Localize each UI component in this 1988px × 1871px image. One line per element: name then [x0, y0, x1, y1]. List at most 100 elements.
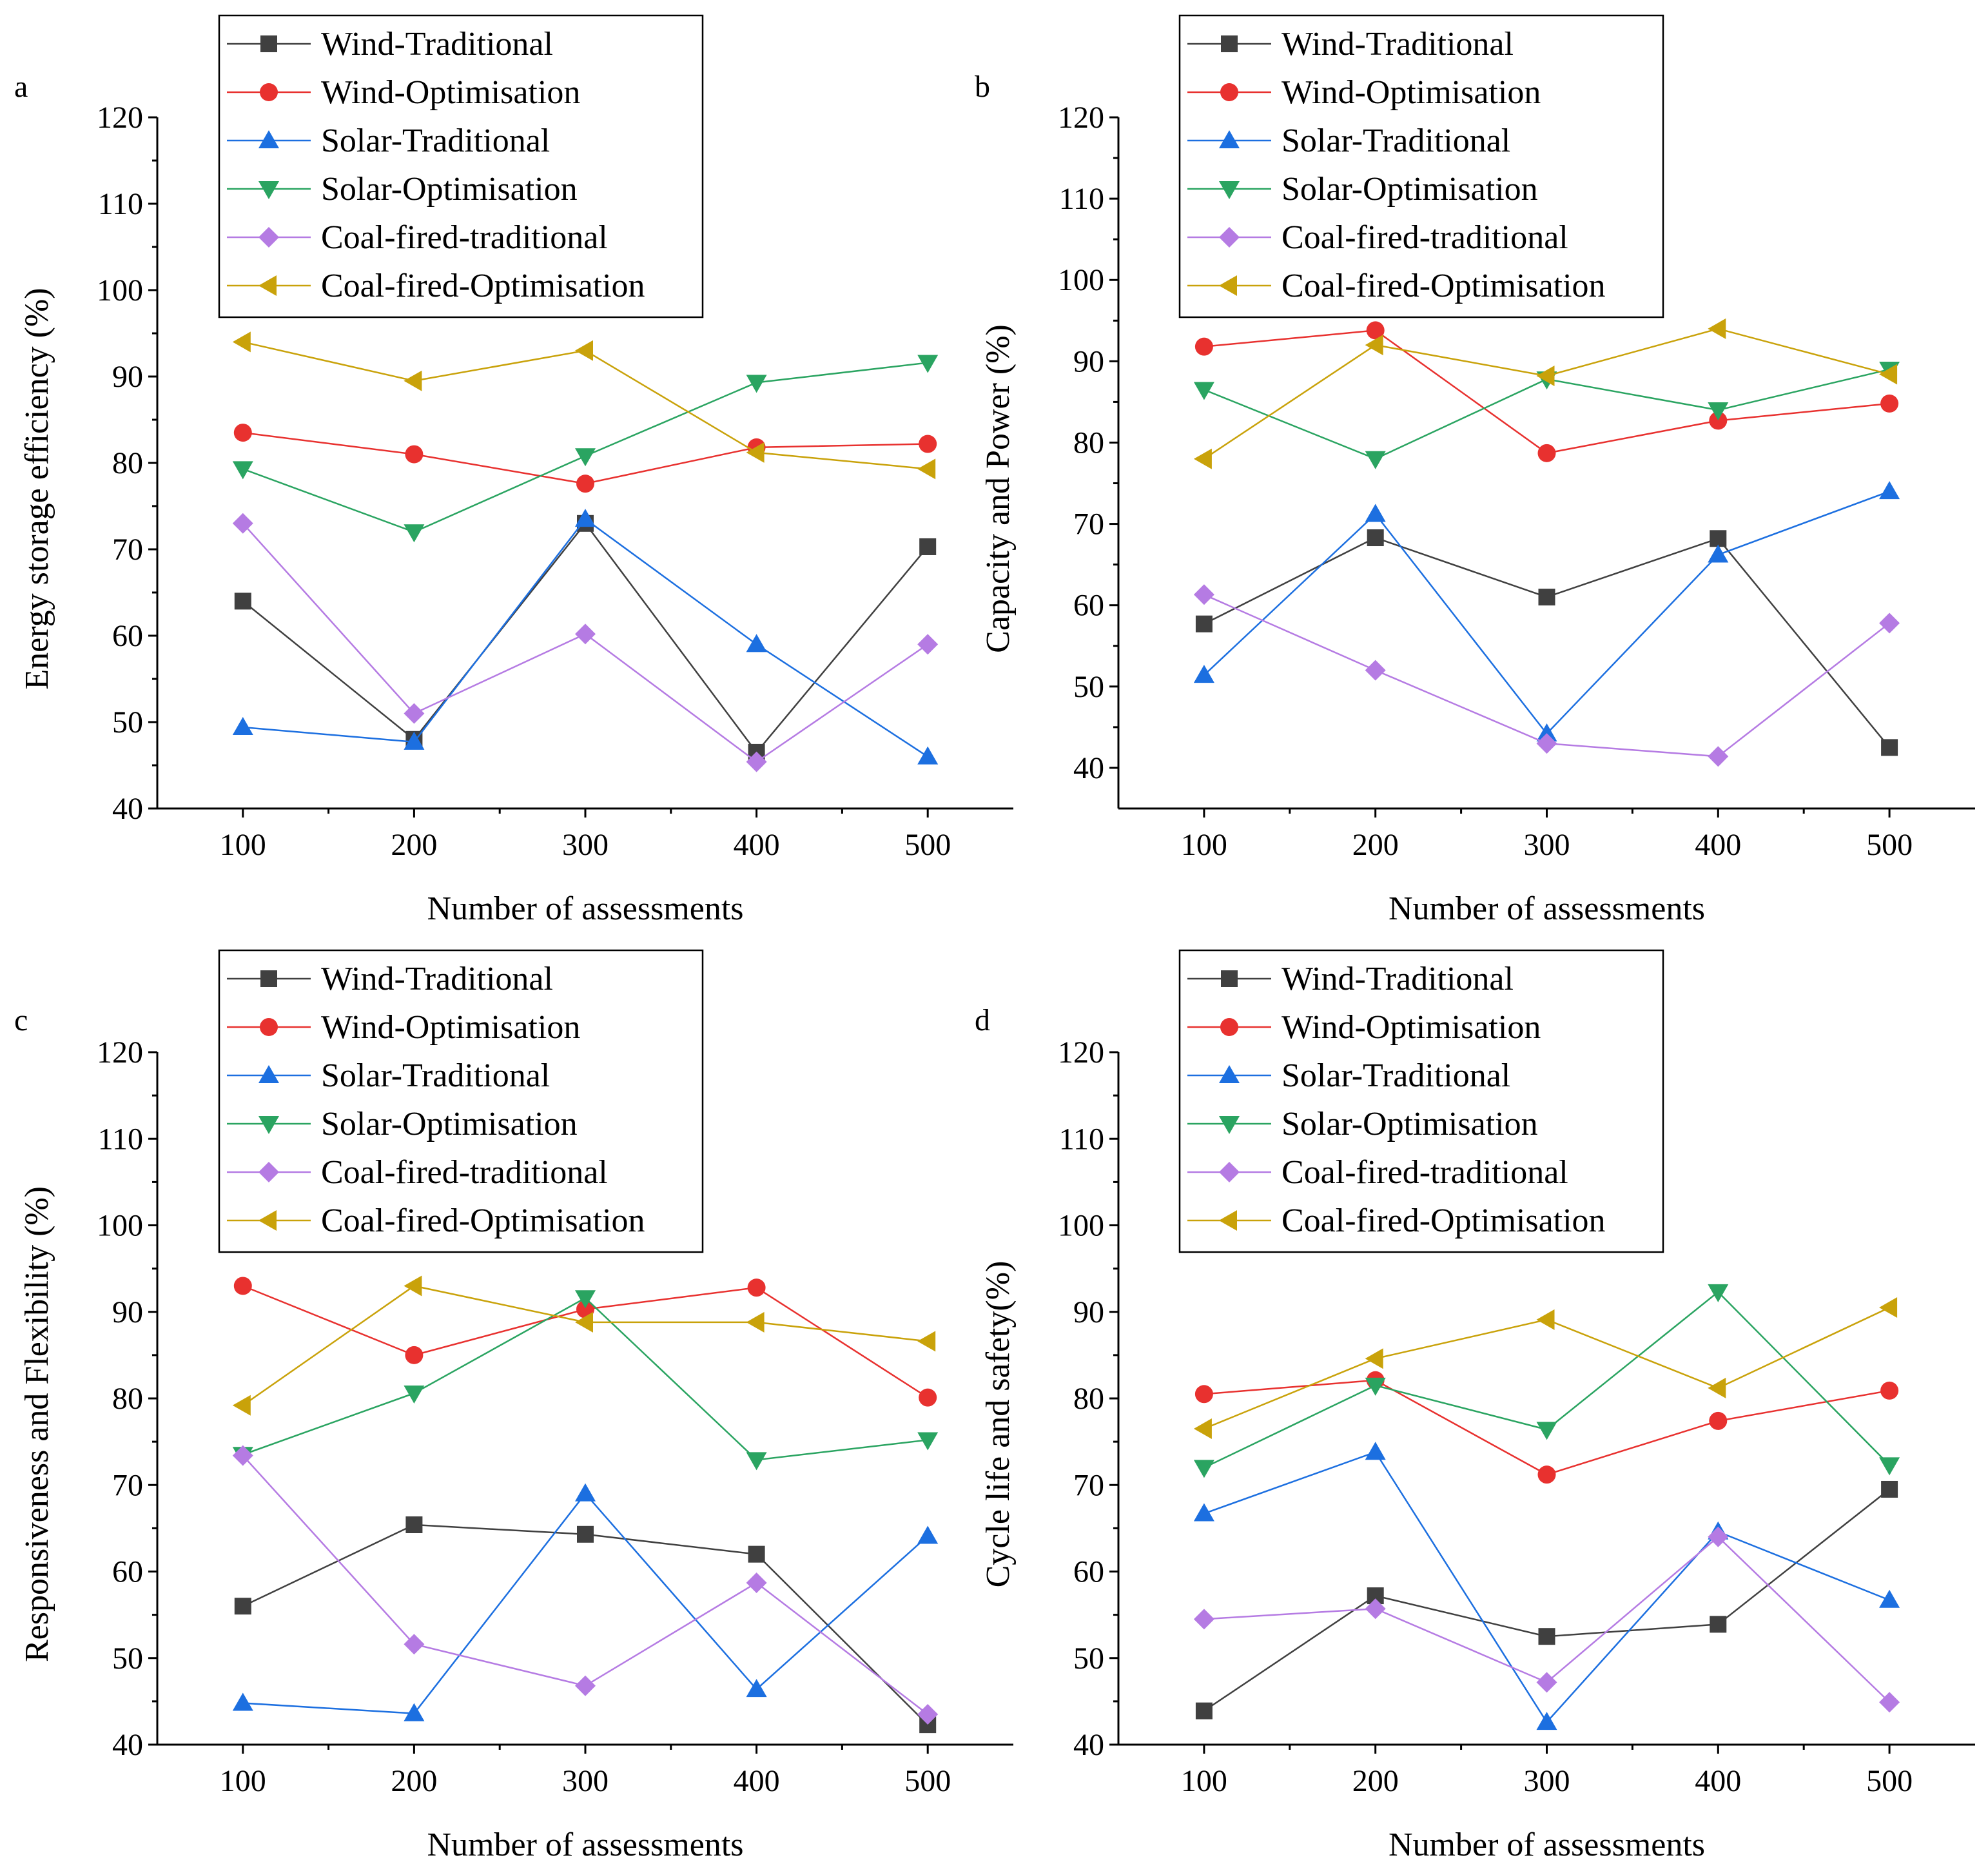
legend-marker	[258, 1162, 279, 1182]
legend-label: Coal-fired-traditional	[321, 219, 608, 256]
series-solar-traditional	[232, 509, 939, 765]
series-line	[242, 362, 928, 533]
legend-marker	[1221, 35, 1238, 52]
data-point	[1879, 481, 1900, 500]
data-point	[1195, 1702, 1213, 1719]
legend: Wind-Traditional Wind-Optimisation Solar-T…	[1178, 14, 1664, 318]
series-line	[1204, 329, 1890, 455]
legend-marker	[1219, 1162, 1240, 1182]
series-wind-optimisation	[233, 424, 937, 493]
x-tick-label: 100	[220, 828, 266, 862]
data-point	[233, 1277, 252, 1295]
data-point	[1710, 1616, 1727, 1633]
data-point	[232, 1692, 253, 1711]
data-point	[1538, 589, 1555, 606]
series-coal-fired-traditional	[1193, 584, 1900, 767]
x-tick-label: 100	[1181, 828, 1227, 862]
legend-label: Coal-fired-Optimisation	[321, 1202, 645, 1239]
legend-label: Wind-Optimisation	[1281, 74, 1541, 111]
data-point	[1193, 1460, 1214, 1478]
y-tick-label: 50	[112, 1641, 143, 1676]
x-axis-title: Number of assessments	[1389, 1827, 1705, 1863]
legend-label: Coal-fired-traditional	[321, 1154, 608, 1191]
series-solar-optimisation	[232, 1290, 939, 1471]
legend-label: Wind-Traditional	[1281, 26, 1514, 63]
legend-marker	[258, 130, 279, 148]
y-tick-label: 90	[1073, 344, 1104, 378]
series-coal-fired-optimisation	[232, 331, 936, 480]
data-point	[1536, 733, 1557, 754]
legend-label: Coal-fired-Optimisation	[1281, 268, 1606, 304]
data-point	[575, 509, 596, 527]
data-point	[1709, 1411, 1728, 1430]
y-tick-label: 70	[112, 533, 143, 567]
y-tick-label: 60	[112, 1555, 143, 1589]
y-tick-label: 110	[98, 1122, 143, 1156]
data-point	[577, 1525, 594, 1543]
data-point	[1708, 318, 1726, 339]
data-point	[746, 375, 767, 393]
data-point	[1536, 1422, 1557, 1440]
data-point	[1193, 448, 1212, 469]
data-point	[575, 1483, 596, 1502]
x-tick-label: 300	[1524, 1764, 1570, 1798]
data-point	[1879, 1692, 1900, 1713]
x-tick-label: 200	[1352, 1764, 1399, 1798]
legend-label: Coal-fired-traditional	[1281, 1154, 1568, 1191]
data-point	[746, 1572, 767, 1593]
data-point	[1194, 337, 1213, 356]
data-point	[575, 623, 596, 645]
legend-marker	[258, 275, 277, 296]
data-point	[404, 1634, 425, 1655]
y-tick-label: 40	[1073, 751, 1104, 785]
legend-marker	[1219, 1210, 1237, 1231]
panel-label: a	[14, 70, 28, 104]
y-tick-label: 110	[98, 187, 143, 221]
chart-panel-b: 40 50 60 70 80 90 100 110 120 100 200 300 400 500 Numb…	[975, 14, 1975, 927]
data-point	[1881, 739, 1898, 756]
y-tick-label: 120	[97, 1035, 143, 1070]
series-coal-fired-optimisation	[232, 1275, 936, 1416]
data-point	[232, 1445, 253, 1466]
data-point	[1879, 1589, 1900, 1608]
y-axis-title: Energy storage efficiency (%)	[19, 288, 55, 689]
y-tick-label: 90	[112, 1295, 143, 1329]
legend-label: Wind-Traditional	[321, 26, 553, 63]
series-wind-optimisation	[1194, 1371, 1899, 1484]
legend-label: Solar-Optimisation	[1281, 171, 1538, 208]
data-point	[917, 355, 939, 373]
data-point	[1709, 411, 1728, 430]
x-tick-label: 400	[734, 1764, 780, 1798]
series-line	[1204, 490, 1890, 735]
data-point	[1193, 1503, 1214, 1522]
series-solar-optimisation	[1193, 1284, 1900, 1478]
y-tick-label: 80	[112, 1382, 143, 1416]
x-tick-label: 500	[1866, 828, 1913, 862]
legend-marker	[260, 970, 277, 987]
data-point	[234, 1598, 251, 1615]
x-tick-label: 400	[1695, 828, 1741, 862]
x-tick-label: 100	[220, 1764, 266, 1798]
data-point	[1537, 444, 1556, 462]
legend: Wind-Traditional Wind-Optimisation Solar-T…	[218, 14, 704, 318]
y-axis-title: Responsiveness and Flexibility (%)	[19, 1186, 55, 1662]
data-point	[1193, 1418, 1212, 1439]
data-point	[232, 1395, 251, 1416]
data-point	[1536, 366, 1555, 387]
data-point	[917, 1525, 939, 1544]
legend-label: Wind-Traditional	[1281, 961, 1514, 997]
x-tick-label: 500	[904, 828, 951, 862]
x-axis-title: Number of assessments	[1389, 890, 1705, 927]
data-point	[746, 751, 767, 772]
data-point	[405, 445, 424, 464]
series-coal-fired-optimisation	[1193, 318, 1898, 469]
series-line	[1204, 536, 1891, 749]
series-wind-optimisation	[233, 1277, 937, 1407]
y-tick-label: 50	[1073, 1641, 1104, 1676]
legend-label: Solar-Optimisation	[1281, 1106, 1538, 1142]
y-tick-label: 80	[1073, 1382, 1104, 1416]
data-point	[1710, 530, 1727, 547]
legend-marker	[258, 1210, 277, 1231]
legend-label: Wind-Traditional	[321, 961, 553, 997]
data-point	[1366, 321, 1385, 340]
